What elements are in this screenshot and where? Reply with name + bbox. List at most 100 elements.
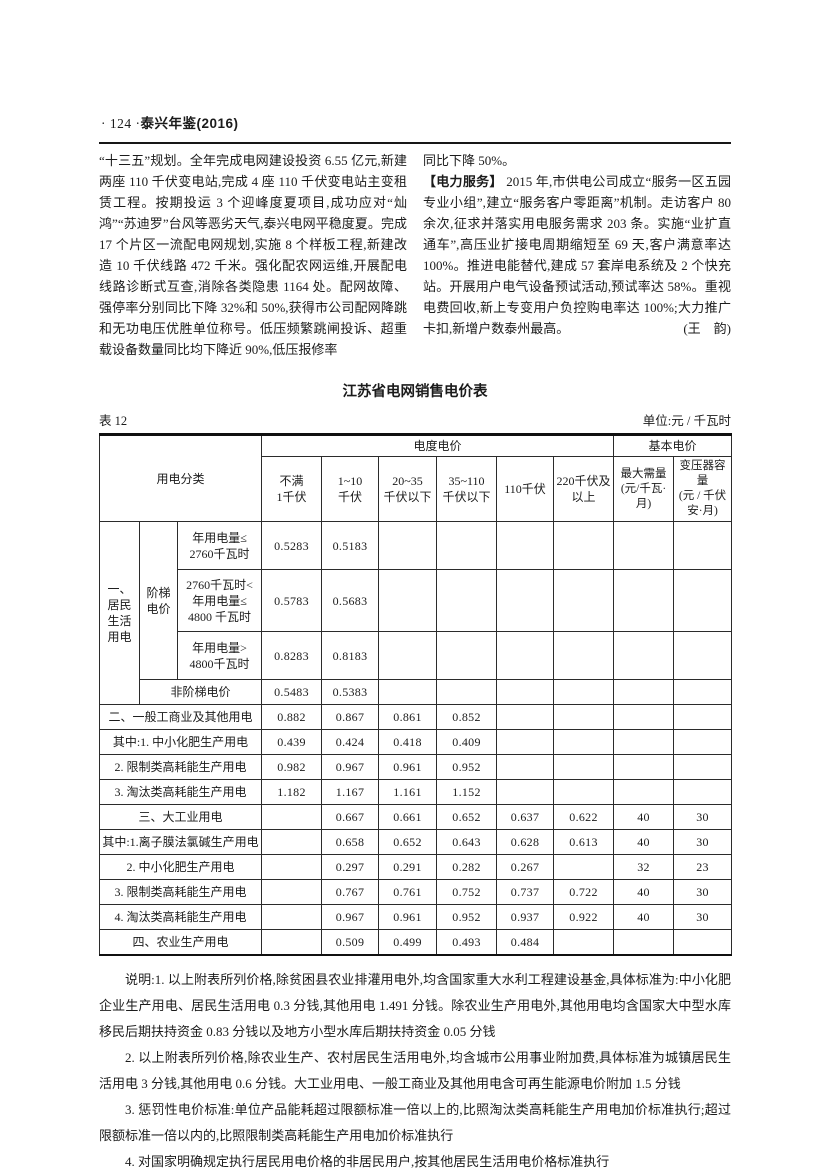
- price-cell: [553, 631, 615, 680]
- price-cell: 0.5683: [321, 569, 380, 632]
- price-cell: 32: [613, 854, 675, 880]
- price-cell: 1.152: [436, 779, 498, 805]
- price-cell: 0.409: [436, 729, 498, 755]
- table-label: 表 12: [99, 414, 128, 428]
- table-row: 其中:1.离子膜法氯碱生产用电 0.658 0.652 0.643 0.628 0.613…: [98, 829, 733, 855]
- header-energy-price: 电度电价: [261, 434, 615, 457]
- row-subgroup-label: 阶梯 电价: [139, 521, 178, 680]
- price-cell: 23: [673, 854, 733, 880]
- price-cell: 30: [673, 904, 733, 930]
- price-cell: 0.652: [436, 804, 498, 830]
- table-row: 一、 居民 生活 用电 阶梯 电价 年用电量≤ 2760千瓦时 0.5283 0.518…: [99, 521, 733, 705]
- price-cell: 0.418: [378, 729, 438, 755]
- entry-byline: (王 韵): [683, 321, 731, 336]
- price-cell: 0.967: [321, 904, 380, 930]
- row-label: 2. 限制类高耗能生产用电: [98, 754, 263, 780]
- row-group-label: 一、 居民 生活 用电: [99, 521, 140, 705]
- price-cell: 0.622: [553, 804, 615, 830]
- price-cell: [673, 729, 733, 755]
- book-title: 泰兴年鉴(2016): [140, 116, 239, 131]
- price-cell: [673, 754, 733, 780]
- row-label: 其中:1.离子膜法氯碱生产用电: [98, 829, 263, 855]
- price-cell: 30: [673, 804, 733, 830]
- price-cell: 1.167: [321, 779, 380, 805]
- price-cell: [261, 854, 323, 880]
- price-cell: 0.5483: [261, 679, 323, 705]
- row-label: 年用电量≤ 2760千瓦时: [176, 521, 263, 570]
- price-cell: 0.961: [378, 904, 438, 930]
- price-cell: 1.182: [261, 779, 323, 805]
- price-cell: 0.867: [321, 704, 380, 730]
- price-cell: 0.628: [496, 829, 555, 855]
- price-cell: 0.291: [378, 854, 438, 880]
- price-cell: 0.952: [436, 754, 498, 780]
- price-cell: [613, 754, 675, 780]
- price-table: 用电分类 电度电价 基本电价 不满 1千伏 1~10 千伏 20~35 千伏以下…: [98, 433, 733, 956]
- price-cell: [673, 779, 733, 805]
- price-cell: [553, 779, 615, 805]
- price-cell: 0.297: [321, 854, 380, 880]
- price-cell: 0.5183: [321, 521, 380, 570]
- price-cell: [553, 854, 615, 880]
- price-cell: 0.658: [321, 829, 380, 855]
- price-cell: 30: [673, 879, 733, 905]
- price-cell: [496, 779, 555, 805]
- price-cell: 0.667: [321, 804, 380, 830]
- row-label: 非阶梯电价: [138, 679, 263, 705]
- left-column: “十三五”规划。全年完成电网建设投资 6.55 亿元,新建两座 110 千伏变电…: [99, 150, 407, 360]
- right-column: 同比下降 50%。 【电力服务】 2015 年,市供电公司成立“服务一区五园专业…: [423, 150, 731, 360]
- price-cell: [673, 704, 733, 730]
- note-1: 说明:1. 以上附表所列价格,除贫困县农业排灌用电外,均含国家重大水利工程建设基…: [99, 971, 731, 1039]
- price-cell: [613, 704, 675, 730]
- header-col-220kv-up: 220千伏及 以上: [553, 456, 615, 522]
- price-cell: [496, 704, 555, 730]
- price-cell: [553, 679, 615, 705]
- price-cell: [553, 929, 615, 955]
- note-4: 4. 对国家明确规定执行居民用电价格的非居民用户,按其他居民生活用电价格标准执行: [125, 1153, 610, 1169]
- header-row-voltages: 不满 1千伏 1~10 千伏 20~35 千伏以下 35~110 千伏以下 11…: [100, 456, 733, 522]
- page-number: · 124 ·: [101, 116, 141, 131]
- article-columns: “十三五”规划。全年完成电网建设投资 6.55 亿元,新建两座 110 千伏变电…: [99, 150, 731, 360]
- entry-body: 2015 年,市供电公司成立“服务一区五园专业小组”,建立“服务客户零距离”机制…: [423, 174, 731, 336]
- price-cell: 0.643: [436, 829, 498, 855]
- price-cell: [553, 704, 615, 730]
- price-cell: [553, 754, 615, 780]
- table-row: 年用电量> 4800千瓦时 0.8283 0.8183: [100, 631, 733, 680]
- price-cell: 30: [673, 829, 733, 855]
- price-cell: [261, 829, 323, 855]
- table-row: 二、一般工商业及其他用电 0.882 0.867 0.861 0.852: [98, 704, 733, 730]
- price-cell: [261, 804, 323, 830]
- header-col-35-110kv: 35~110 千伏以下: [436, 456, 498, 522]
- price-cell: 0.882: [261, 704, 323, 730]
- price-cell: [553, 729, 615, 755]
- note-2: 2. 以上附表所列价格,除农业生产、农村居民生活用电外,均含城市公用事业附加费,…: [99, 1049, 731, 1091]
- price-cell: 0.752: [436, 879, 498, 905]
- price-cell: [673, 569, 733, 632]
- table-title: 江苏省电网销售电价表: [342, 384, 488, 400]
- table-row: 其中:1. 中小化肥生产用电 0.439 0.424 0.418 0.409: [98, 729, 733, 755]
- running-head: · 124 ·泰兴年鉴(2016): [99, 112, 731, 144]
- price-cell: 0.737: [496, 879, 555, 905]
- price-cell: [496, 521, 555, 570]
- price-cell: 0.722: [553, 879, 615, 905]
- price-cell: [436, 679, 498, 705]
- price-cell: [261, 904, 323, 930]
- price-cell: 0.652: [378, 829, 438, 855]
- price-cell: 0.484: [496, 929, 555, 955]
- price-cell: 0.282: [436, 854, 498, 880]
- price-cell: 0.509: [321, 929, 380, 955]
- header-col-20-35kv: 20~35 千伏以下: [378, 456, 438, 522]
- price-cell: 40: [613, 904, 675, 930]
- entry-heading: 【电力服务】: [423, 174, 503, 189]
- price-cell: 0.493: [436, 929, 498, 955]
- price-cell: [673, 929, 733, 955]
- price-cell: 0.637: [496, 804, 555, 830]
- table-row: 2. 限制类高耗能生产用电 0.982 0.967 0.961 0.952: [98, 754, 733, 780]
- price-cell: 0.952: [436, 904, 498, 930]
- price-cell: 0.922: [553, 904, 615, 930]
- price-cell: 0.852: [436, 704, 498, 730]
- header-basic-price: 基本电价: [613, 434, 733, 457]
- table-row: 三、大工业用电 0.667 0.661 0.652 0.637 0.622 40 30: [98, 804, 733, 830]
- header-col-110kv: 110千伏: [496, 456, 555, 522]
- row-label: 2760千瓦时< 年用电量≤ 4800 千瓦时: [176, 569, 263, 632]
